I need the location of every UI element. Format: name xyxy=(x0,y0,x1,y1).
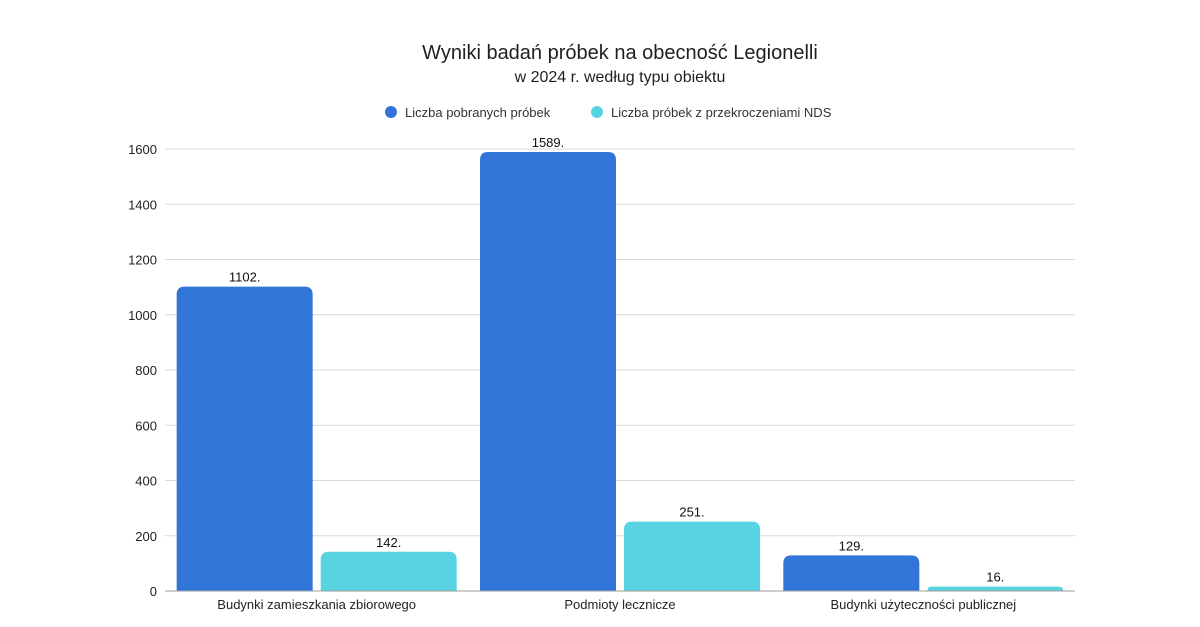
data-label-s1-c2: 16. xyxy=(986,570,1004,585)
bar-s0-c2 xyxy=(783,555,920,591)
y-tick-label-8: 1600 xyxy=(128,142,157,157)
legend: Liczba pobranych próbek Liczba próbek z … xyxy=(385,105,832,120)
chart-title: Wyniki badań próbek na obecność Legionel… xyxy=(422,42,818,64)
y-tick-label-1: 200 xyxy=(135,529,157,544)
bar-s1-c1 xyxy=(624,521,760,591)
legend-marker-series-1 xyxy=(591,106,603,118)
x-tick-label-2: Budynki użyteczności publicznej xyxy=(830,597,1016,612)
bar-s0-c1 xyxy=(480,152,616,591)
y-tick-label-7: 1400 xyxy=(128,197,157,212)
x-tick-label-0: Budynki zamieszkania zbiorowego xyxy=(217,597,416,612)
data-label-s0-c1: 1589. xyxy=(532,135,565,150)
y-tick-label-3: 600 xyxy=(135,418,157,433)
x-tick-label-1: Podmioty lecznicze xyxy=(564,597,675,612)
data-label-s1-c0: 142. xyxy=(376,535,401,550)
y-tick-label-5: 1000 xyxy=(128,308,157,323)
gridlines xyxy=(165,148,1075,537)
bar-s1-c0 xyxy=(320,551,457,591)
y-tick-label-6: 1200 xyxy=(128,253,157,268)
bar-s1-c2 xyxy=(927,586,1064,591)
bars xyxy=(176,152,1064,591)
y-axis-ticks: 0 200 400 600 800 1000 1200 1400 1600 xyxy=(128,142,157,599)
x-axis-labels: Budynki zamieszkania zbiorowego Podmioty … xyxy=(217,597,1016,612)
data-label-s0-c0: 1102. xyxy=(229,270,261,285)
bar-s0-c0 xyxy=(176,286,313,591)
chart-subtitle: w 2024 r. według typu obiektu xyxy=(514,69,726,86)
y-tick-label-4: 800 xyxy=(135,363,157,378)
y-tick-label-2: 400 xyxy=(135,474,157,489)
legend-label-series-1: Liczba próbek z przekroczeniami NDS xyxy=(611,105,832,120)
legend-label-series-0: Liczba pobranych próbek xyxy=(405,105,551,120)
data-labels: 1102. 142. 1589. 251. 129. 16. xyxy=(229,135,1004,585)
data-label-s1-c1: 251. xyxy=(679,505,704,520)
y-tick-label-0: 0 xyxy=(150,584,157,599)
legend-marker-series-0 xyxy=(385,106,397,118)
data-label-s0-c2: 129. xyxy=(839,538,864,553)
